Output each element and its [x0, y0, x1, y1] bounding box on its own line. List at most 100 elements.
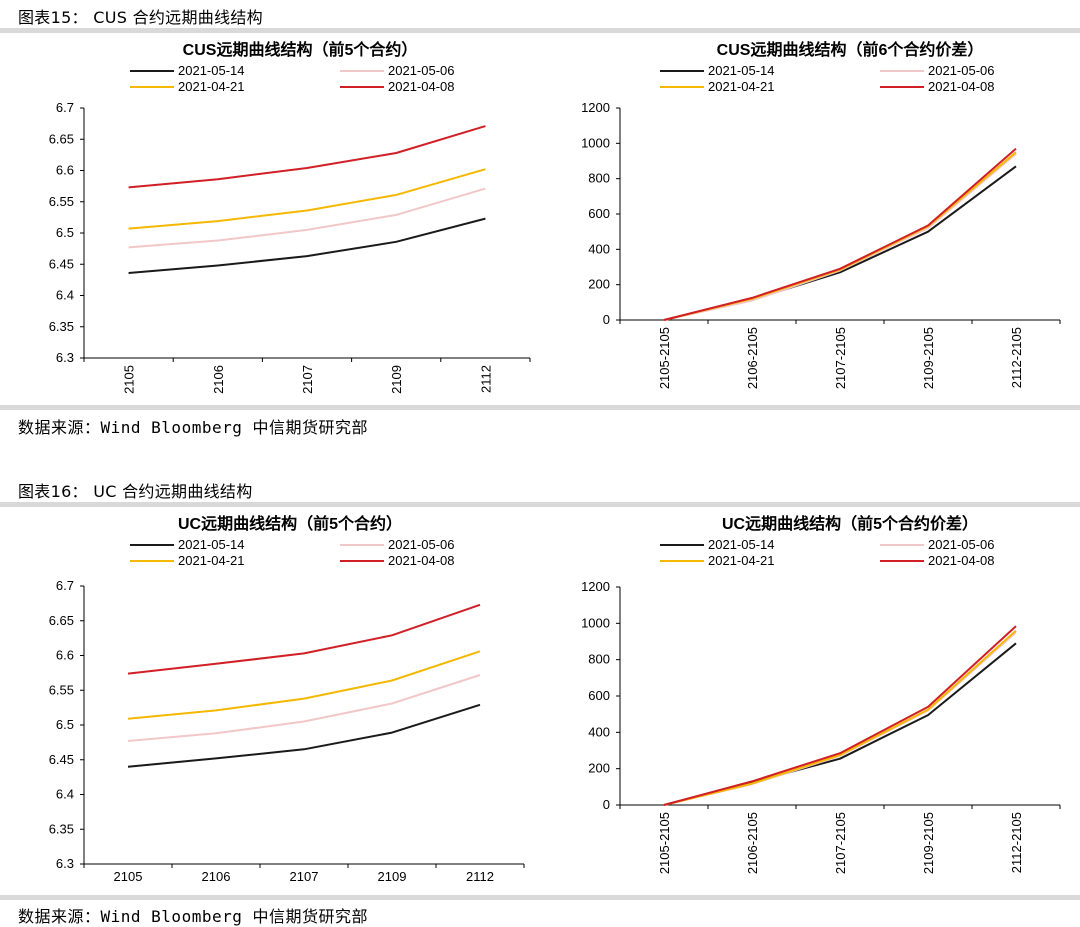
- y-tick-label: 6.35: [49, 821, 74, 836]
- series-line: [663, 147, 1017, 321]
- x-tick-label: 2109-2105: [921, 327, 936, 389]
- legend-label: 2021-05-06: [388, 537, 455, 552]
- divider: [0, 895, 1080, 900]
- figure-title: 图表15： CUS 合约远期曲线结构: [18, 8, 263, 27]
- series-line: [663, 625, 1017, 806]
- y-tick-label: 0: [603, 797, 610, 812]
- chart-title: UC远期曲线结构（前5个合约）: [178, 514, 402, 533]
- x-tick-label: 2106: [211, 365, 226, 394]
- x-tick-label: 2112-2105: [1009, 327, 1024, 388]
- x-tick-label: 2107-2105: [833, 812, 848, 874]
- series-line: [663, 153, 1017, 321]
- x-tick-label: 2106-2105: [745, 327, 760, 389]
- x-tick-label: 2112: [478, 365, 493, 393]
- y-tick-label: 600: [588, 206, 610, 221]
- series-line: [663, 151, 1017, 321]
- y-tick-label: 6.6: [56, 163, 74, 178]
- x-tick-label: 2109: [378, 869, 407, 884]
- y-tick-label: 6.45: [49, 256, 74, 271]
- x-tick-label: 2107: [300, 365, 315, 394]
- x-tick-label: 2112-2105: [1009, 812, 1024, 873]
- y-tick-label: 6.4: [56, 787, 74, 802]
- chart-title: UC远期曲线结构（前5个合约价差）: [722, 514, 978, 533]
- chart-cus-spread-curve: CUS远期曲线结构（前6个合约价差）2021-05-14 2021-05-0620…: [581, 40, 1061, 389]
- y-tick-label: 6.7: [56, 578, 74, 593]
- y-tick-label: 6.3: [56, 856, 74, 871]
- series-line: [128, 217, 486, 274]
- series-line: [128, 168, 486, 230]
- y-tick-label: 400: [588, 241, 610, 256]
- chart-uc-forward-curve: UC远期曲线结构（前5个合约）2021-05-14 2021-05-062021-…: [49, 514, 525, 884]
- series-line: [127, 650, 481, 720]
- x-tick-label: 2109-2105: [921, 812, 936, 874]
- legend-label: 2021-05-14: [708, 63, 775, 78]
- x-tick-label: 2105: [122, 365, 137, 394]
- y-tick-label: 6.5: [56, 225, 74, 240]
- series-line: [127, 674, 481, 742]
- y-tick-label: 1000: [581, 135, 610, 150]
- x-tick-label: 2112: [466, 869, 494, 884]
- y-tick-label: 6.3: [56, 350, 74, 365]
- y-tick-label: 6.5: [56, 717, 74, 732]
- series-line: [663, 165, 1017, 321]
- x-tick-label: 2105-2105: [657, 812, 672, 874]
- legend-label: 2021-04-08: [388, 553, 455, 568]
- y-tick-label: 600: [588, 688, 610, 703]
- y-tick-label: 6.7: [56, 100, 74, 115]
- legend-label: 2021-04-21: [708, 553, 775, 568]
- y-tick-label: 0: [603, 312, 610, 327]
- legend-label: 2021-04-21: [708, 79, 775, 94]
- legend-label: 2021-04-21: [178, 553, 245, 568]
- chart-uc-spread-curve: UC远期曲线结构（前5个合约价差）2021-05-14 2021-05-06202…: [581, 514, 1061, 874]
- chart-title: CUS远期曲线结构（前6个合约价差）: [717, 40, 984, 59]
- x-tick-label: 2109: [389, 365, 404, 394]
- y-tick-label: 6.6: [56, 648, 74, 663]
- y-tick-label: 200: [588, 761, 610, 776]
- legend-label: 2021-04-08: [388, 79, 455, 94]
- legend-label: 2021-04-21: [178, 79, 245, 94]
- series-line: [127, 703, 481, 768]
- x-tick-label: 2106-2105: [745, 812, 760, 874]
- x-tick-label: 2106: [202, 869, 231, 884]
- legend-label: 2021-05-06: [928, 63, 995, 78]
- legend-label: 2021-05-14: [178, 537, 245, 552]
- y-tick-label: 6.55: [49, 682, 74, 697]
- divider: [0, 28, 1080, 33]
- x-tick-label: 2107: [290, 869, 319, 884]
- y-tick-label: 1000: [581, 615, 610, 630]
- legend-label: 2021-04-08: [928, 553, 995, 568]
- chart-title: CUS远期曲线结构（前5个合约）: [183, 40, 418, 59]
- x-tick-label: 2105: [114, 869, 143, 884]
- y-tick-label: 200: [588, 277, 610, 292]
- divider: [0, 405, 1080, 410]
- y-tick-label: 1200: [581, 100, 610, 115]
- series-line: [663, 629, 1017, 806]
- series-line: [128, 187, 486, 249]
- chart-cus-forward-curve: CUS远期曲线结构（前5个合约）2021-05-14 2021-05-062021…: [49, 40, 531, 394]
- y-tick-label: 6.4: [56, 288, 74, 303]
- y-tick-label: 1200: [581, 579, 610, 594]
- series-line: [128, 125, 486, 189]
- figure-title: 图表16： UC 合约远期曲线结构: [18, 482, 253, 501]
- y-tick-label: 6.65: [49, 131, 74, 146]
- series-line: [663, 642, 1017, 806]
- legend-label: 2021-05-06: [388, 63, 455, 78]
- data-source-note: 数据来源：Wind Bloomberg 中信期货研究部: [18, 907, 368, 926]
- x-tick-label: 2105-2105: [657, 327, 672, 389]
- divider: [0, 502, 1080, 507]
- y-tick-label: 6.55: [49, 194, 74, 209]
- legend-label: 2021-05-14: [708, 537, 775, 552]
- y-tick-label: 400: [588, 724, 610, 739]
- legend-label: 2021-05-06: [928, 537, 995, 552]
- series-line: [663, 631, 1017, 806]
- y-tick-label: 800: [588, 652, 610, 667]
- y-tick-label: 800: [588, 171, 610, 186]
- legend-label: 2021-04-08: [928, 79, 995, 94]
- y-tick-label: 6.65: [49, 613, 74, 628]
- y-tick-label: 6.45: [49, 752, 74, 767]
- y-tick-label: 6.35: [49, 319, 74, 334]
- legend-label: 2021-05-14: [178, 63, 245, 78]
- data-source-note: 数据来源：Wind Bloomberg 中信期货研究部: [18, 418, 368, 437]
- series-line: [127, 603, 481, 675]
- x-tick-label: 2107-2105: [833, 327, 848, 389]
